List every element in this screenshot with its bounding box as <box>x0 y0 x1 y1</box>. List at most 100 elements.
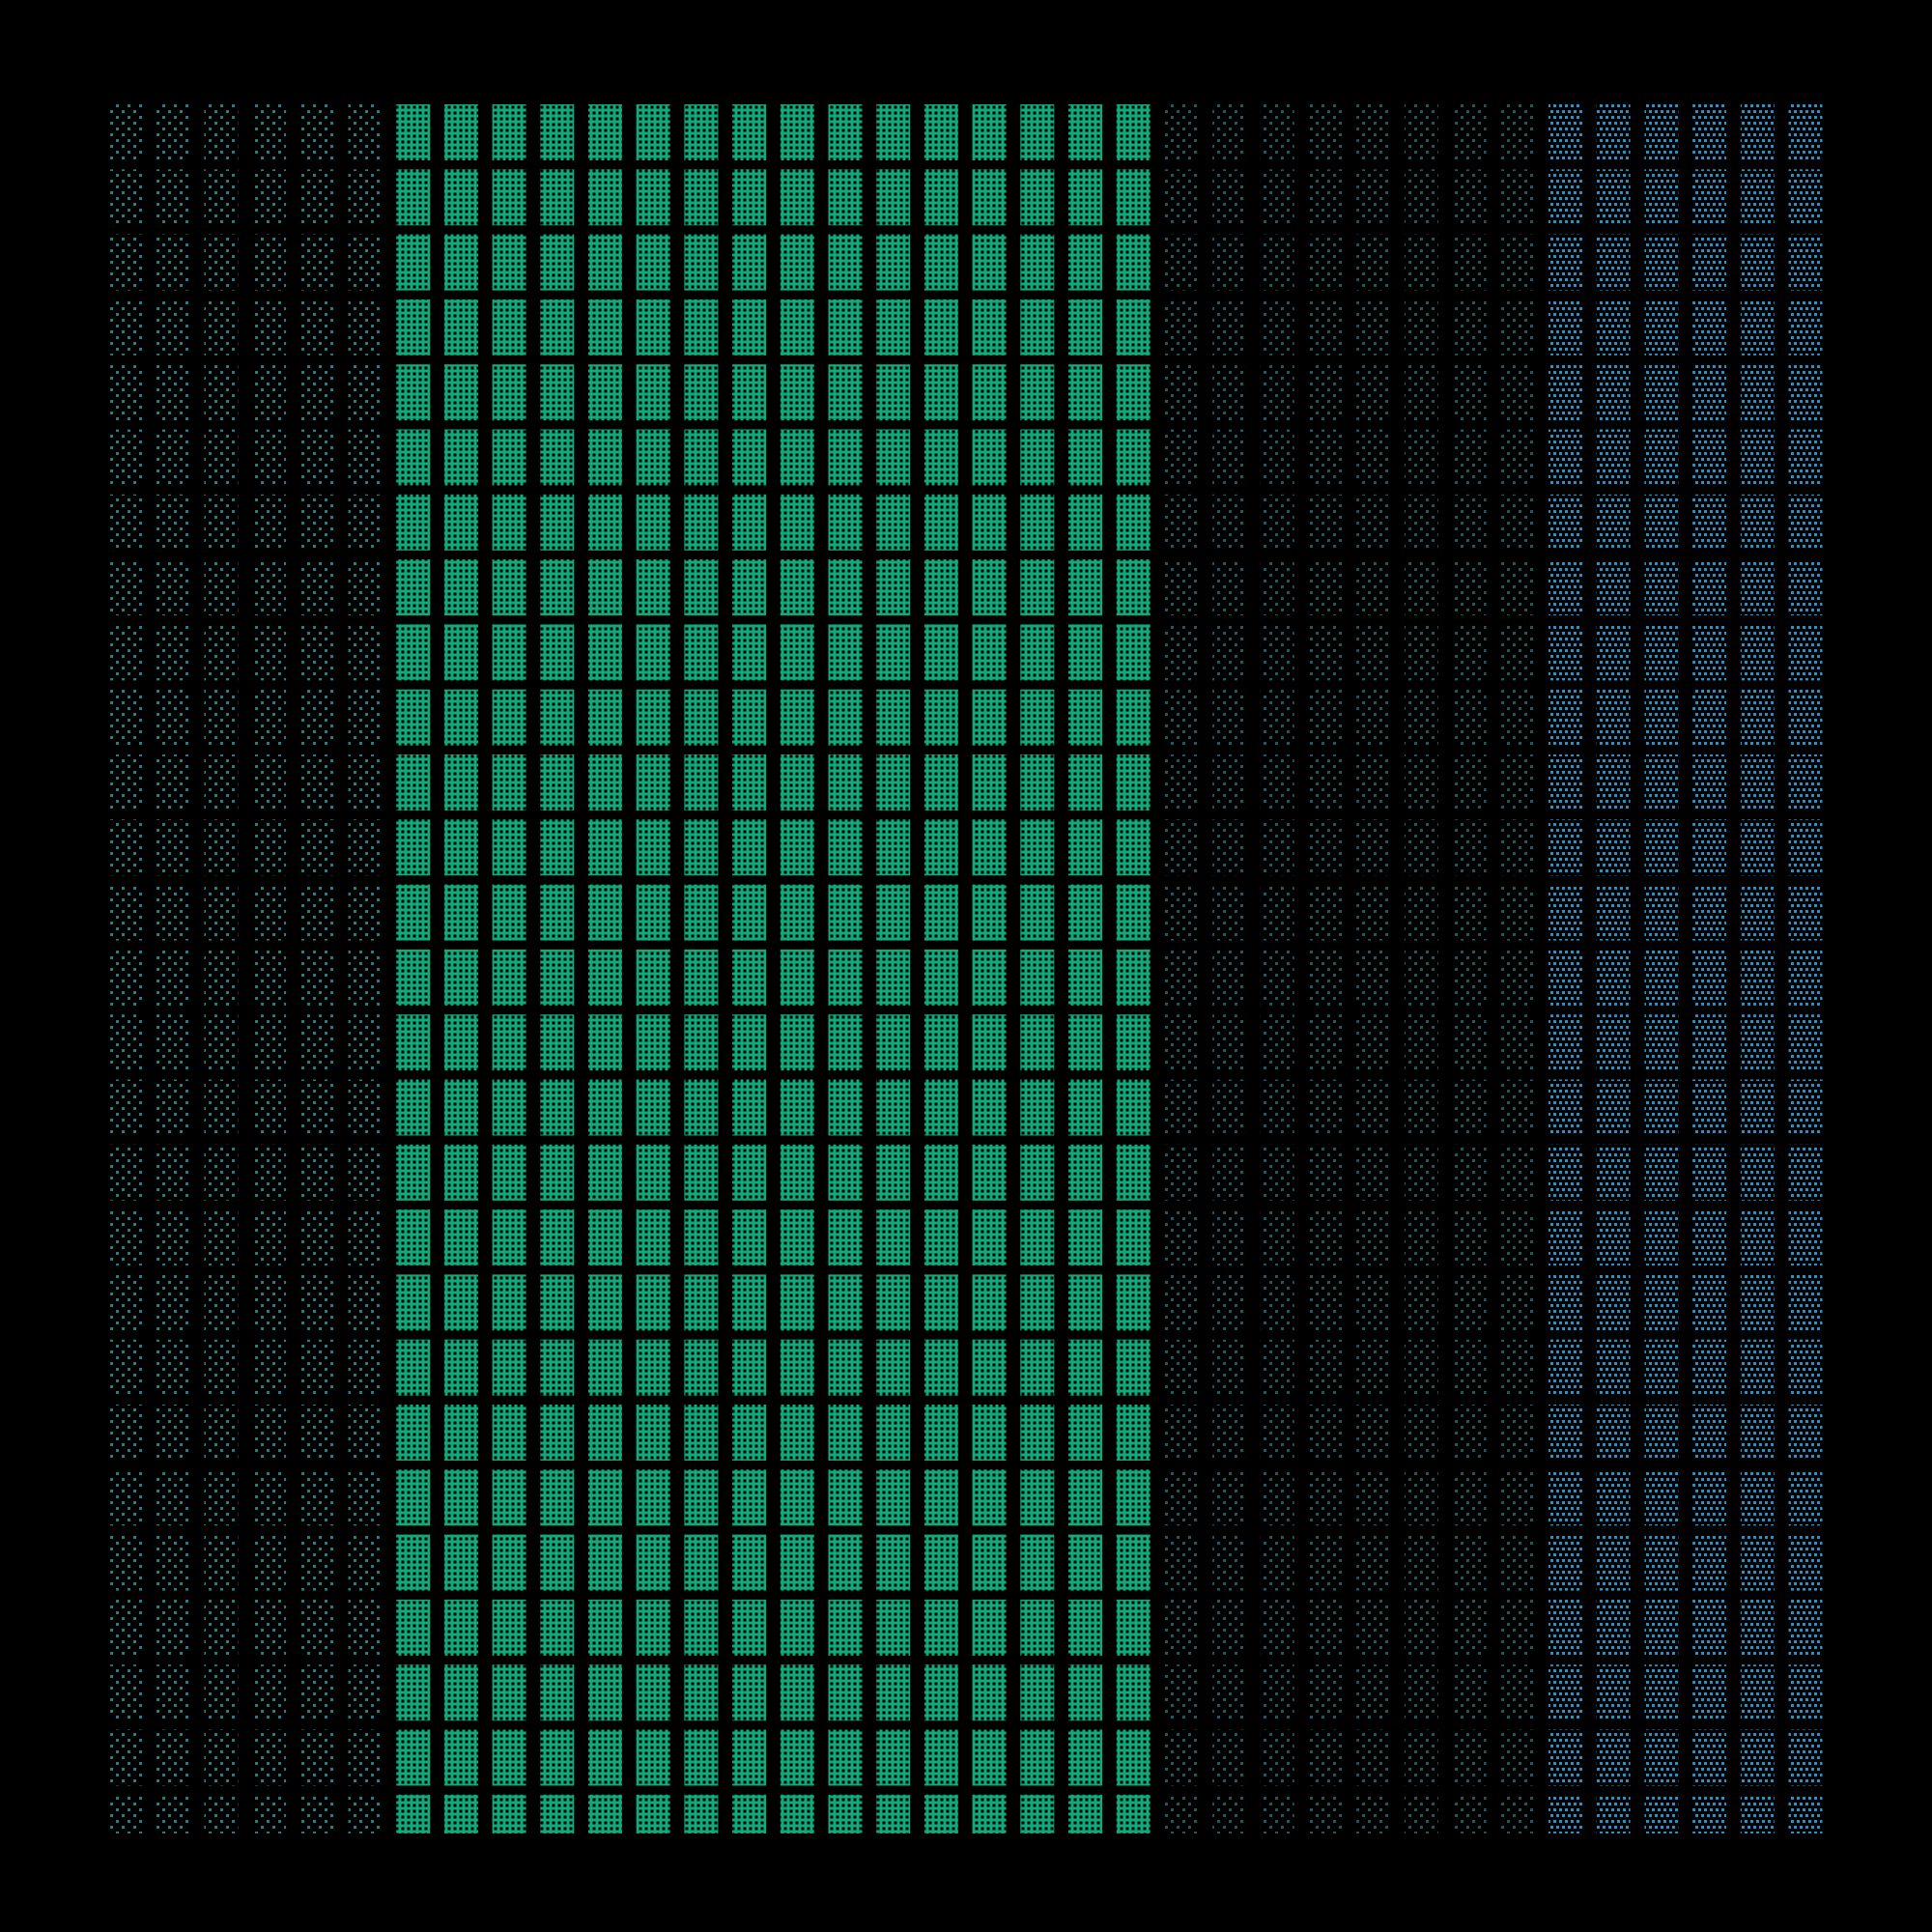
blue-dotted-cell <box>1596 1405 1631 1461</box>
blue-dotted-cell <box>1644 754 1679 810</box>
dark-teal-dotted-cell <box>1260 1729 1294 1786</box>
dark-teal-dotted-cell <box>1500 754 1535 810</box>
blue-dotted-cell <box>1692 298 1727 355</box>
green-solid-cell <box>684 1274 719 1331</box>
green-solid-cell <box>923 1079 958 1136</box>
dark-teal-dotted-cell <box>1356 1405 1391 1461</box>
green-solid-cell <box>540 364 575 421</box>
green-solid-cell <box>780 494 814 551</box>
dark-teal-dotted-cell <box>1500 429 1535 486</box>
dim-teal-dotted-cell <box>299 364 334 421</box>
dark-teal-dotted-cell <box>1500 949 1535 1006</box>
green-solid-cell <box>780 364 814 421</box>
green-solid-cell <box>684 689 719 746</box>
dark-teal-dotted-cell <box>1164 754 1199 810</box>
green-solid-cell <box>1116 1599 1151 1656</box>
green-solid-cell <box>780 949 814 1006</box>
blue-dotted-cell <box>1548 1405 1582 1461</box>
green-solid-cell <box>540 754 575 810</box>
green-solid-cell <box>540 1599 575 1656</box>
green-solid-cell <box>443 1405 478 1461</box>
green-solid-cell <box>923 1209 958 1266</box>
dark-teal-dotted-cell <box>1260 494 1294 551</box>
dark-teal-dotted-cell <box>1404 1729 1438 1786</box>
blue-dotted-cell <box>1548 429 1582 486</box>
green-solid-cell <box>1020 429 1055 486</box>
dark-teal-dotted-cell <box>1212 1144 1247 1201</box>
dark-teal-dotted-cell <box>1452 559 1487 616</box>
green-solid-cell <box>684 429 719 486</box>
green-solid-cell <box>732 1729 767 1786</box>
dark-teal-dotted-cell <box>1356 234 1391 291</box>
green-solid-cell <box>828 624 863 681</box>
dim-teal-dotted-cell <box>156 1729 190 1786</box>
blue-dotted-cell <box>1596 1599 1631 1656</box>
blue-dotted-cell <box>1644 1794 1679 1833</box>
blue-dotted-cell <box>1596 1209 1631 1266</box>
dark-teal-dotted-cell <box>1356 884 1391 941</box>
blue-dotted-cell <box>1548 1534 1582 1591</box>
dark-teal-dotted-cell <box>1308 234 1343 291</box>
green-solid-cell <box>540 1794 575 1833</box>
green-solid-cell <box>923 1339 958 1396</box>
blue-dotted-cell <box>1692 1405 1727 1461</box>
dim-teal-dotted-cell <box>348 104 383 160</box>
green-solid-cell <box>923 429 958 486</box>
green-solid-cell <box>876 1274 911 1331</box>
green-solid-cell <box>396 1405 431 1461</box>
green-solid-cell <box>1116 298 1151 355</box>
dim-teal-dotted-cell <box>299 624 334 681</box>
green-solid-cell <box>588 1729 622 1786</box>
green-solid-cell <box>1068 949 1102 1006</box>
green-solid-cell <box>732 1534 767 1591</box>
green-solid-cell <box>732 689 767 746</box>
dark-teal-dotted-cell <box>1356 1664 1391 1721</box>
green-solid-cell <box>684 494 719 551</box>
dark-teal-dotted-cell <box>1500 1664 1535 1721</box>
green-solid-cell <box>972 169 1007 226</box>
dark-teal-dotted-cell <box>1212 429 1247 486</box>
green-solid-cell <box>780 1339 814 1396</box>
dark-teal-dotted-cell <box>1356 494 1391 551</box>
dim-teal-dotted-cell <box>204 819 239 876</box>
dim-teal-dotted-cell <box>299 754 334 810</box>
dark-teal-dotted-cell <box>1260 1405 1294 1461</box>
dim-teal-dotted-cell <box>252 1534 287 1591</box>
green-solid-cell <box>876 1664 911 1721</box>
dim-teal-dotted-cell <box>252 624 287 681</box>
dim-teal-dotted-cell <box>108 429 142 486</box>
dim-teal-dotted-cell <box>348 1079 383 1136</box>
blue-dotted-cell <box>1788 559 1823 616</box>
blue-dotted-cell <box>1740 819 1775 876</box>
green-solid-cell <box>923 1469 958 1526</box>
dark-teal-dotted-cell <box>1164 429 1199 486</box>
green-solid-cell <box>780 1079 814 1136</box>
dim-teal-dotted-cell <box>108 754 142 810</box>
blue-dotted-cell <box>1596 689 1631 746</box>
dim-teal-dotted-cell <box>204 1729 239 1786</box>
green-solid-cell <box>923 1794 958 1833</box>
dim-teal-dotted-cell <box>252 169 287 226</box>
dark-teal-dotted-cell <box>1356 1729 1391 1786</box>
blue-dotted-cell <box>1644 819 1679 876</box>
green-solid-cell <box>923 819 958 876</box>
green-solid-cell <box>396 1664 431 1721</box>
green-solid-cell <box>492 624 526 681</box>
green-solid-cell <box>588 559 622 616</box>
dim-teal-dotted-cell <box>204 1079 239 1136</box>
blue-dotted-cell <box>1692 624 1727 681</box>
green-solid-cell <box>684 1794 719 1833</box>
green-solid-cell <box>972 624 1007 681</box>
green-solid-cell <box>972 104 1007 160</box>
green-solid-cell <box>780 819 814 876</box>
green-solid-cell <box>492 754 526 810</box>
dim-teal-dotted-cell <box>348 1729 383 1786</box>
green-solid-cell <box>732 1664 767 1721</box>
green-solid-cell <box>1116 1405 1151 1461</box>
green-solid-cell <box>876 624 911 681</box>
green-solid-cell <box>732 104 767 160</box>
green-solid-cell <box>923 689 958 746</box>
blue-dotted-cell <box>1548 1144 1582 1201</box>
dark-teal-dotted-cell <box>1356 624 1391 681</box>
blue-dotted-cell <box>1692 1534 1727 1591</box>
